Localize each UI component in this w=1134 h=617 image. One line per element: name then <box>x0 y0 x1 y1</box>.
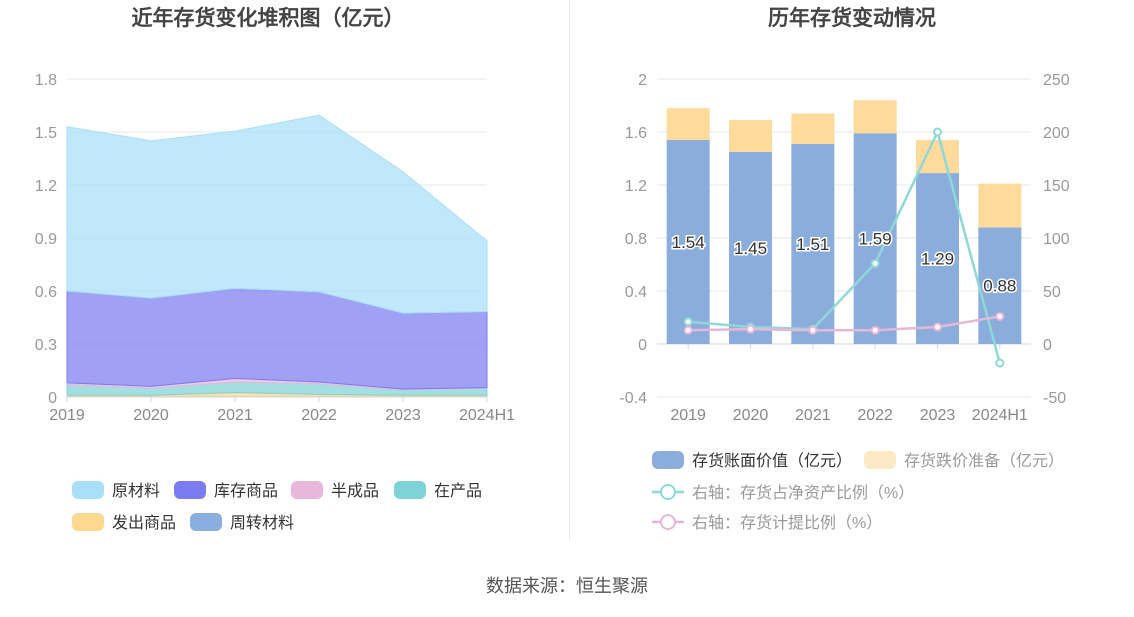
right-x-tick-label: 2023 <box>920 407 956 424</box>
bar-data-label: 1.54 <box>672 233 705 252</box>
line-point-2 <box>683 317 693 327</box>
right-legend-label: 右轴：存货占净资产比例（%） <box>692 484 914 502</box>
right-y2-tick-label: 200 <box>1043 125 1070 142</box>
bar-data-label: 1.29 <box>921 250 954 269</box>
bar-impairment-provision <box>666 108 710 140</box>
bar-data-label: 1.51 <box>796 235 829 254</box>
right-y-tick-label: -0.4 <box>619 390 647 407</box>
left-legend-swatch <box>72 481 104 499</box>
bar-impairment-provision <box>978 183 1022 228</box>
right-y-tick-label: 0 <box>638 337 647 354</box>
right-legend-label: 右轴：存货计提比例（%） <box>692 514 882 532</box>
right-y2-tick-label: 150 <box>1043 178 1070 195</box>
line-point-3 <box>808 325 818 335</box>
right-y2-tick-label: 250 <box>1043 72 1070 89</box>
bar-data-label: 0.88 <box>983 277 1016 296</box>
stacked-area-chart: 0 0.3 0.6 0.9 1.2 1.5 1.8 2019 2020 2021 2022 2023 2… <box>35 72 515 532</box>
line-series-3 <box>688 315 1001 332</box>
right-y-tick-label: 1.2 <box>625 178 647 195</box>
left-y-tick-label: 1.8 <box>35 72 57 89</box>
left-x-tick-label: 2020 <box>133 407 169 424</box>
inventory-bar-line-chart: -0.4 0 0.4 0.8 1.2 1.6 2 -50 0 50 100 150 200 250 2019… <box>619 72 1069 532</box>
right-chart-title: 历年存货变动情况 <box>768 6 936 30</box>
right-x-tick-label: 2020 <box>733 407 769 424</box>
line-point-2 <box>870 258 880 268</box>
left-legend-label: 原材料 <box>112 482 160 500</box>
right-y2-tick-label: -50 <box>1043 390 1066 407</box>
right-y-tick-label: 0.4 <box>625 284 647 301</box>
left-legend-label: 发出商品 <box>112 514 176 532</box>
data-source: 数据来源：恒生聚源 <box>486 576 648 596</box>
right-x-tick-label: 2022 <box>857 407 893 424</box>
left-chart-title: 近年存货变化堆积图（亿元） <box>132 6 405 30</box>
left-legend-swatch <box>291 481 323 499</box>
area-series-0 <box>66 114 488 314</box>
left-x-tick-label: 2023 <box>385 407 421 424</box>
left-y-tick-label: 1.5 <box>35 125 57 142</box>
line-point-2 <box>933 127 942 137</box>
right-y-tick-label: 0.8 <box>625 231 647 248</box>
right-legend-swatch <box>864 451 896 469</box>
left-y-tick-label: 0.6 <box>35 284 57 301</box>
left-y-tick-label: 0.9 <box>35 231 57 248</box>
right-legend-label: 存货账面价值（亿元） <box>692 452 852 470</box>
left-x-tick-label: 2024H1 <box>459 407 515 424</box>
right-y2-tick-label: 100 <box>1043 231 1070 248</box>
left-legend-swatch <box>190 513 222 531</box>
left-x-tick-label: 2022 <box>301 407 337 424</box>
right-legend-marker <box>660 514 676 530</box>
line-point-3 <box>995 311 1005 321</box>
bar-book-value <box>729 151 772 344</box>
bar-impairment-provision <box>853 100 897 134</box>
chart-divider <box>569 0 570 540</box>
left-legend-label: 库存商品 <box>214 482 278 500</box>
right-legend-swatch <box>652 451 684 469</box>
left-x-tick-label: 2019 <box>49 407 85 424</box>
bar-book-value <box>666 139 710 344</box>
bar-impairment-provision <box>729 120 772 152</box>
line-point-3 <box>870 325 880 335</box>
left-y-tick-label: 0 <box>48 390 57 407</box>
bar-book-value <box>978 227 1022 344</box>
right-y2-tick-label: 0 <box>1043 337 1052 354</box>
line-series-2 <box>688 128 1002 364</box>
bar-book-value <box>853 133 897 344</box>
line-point-3 <box>683 325 693 335</box>
line-point-3 <box>933 322 942 332</box>
right-x-tick-label: 2021 <box>795 407 831 424</box>
left-legend-label: 半成品 <box>331 482 379 500</box>
left-y-tick-label: 0.3 <box>35 337 57 354</box>
line-point-2 <box>995 358 1005 368</box>
left-x-tick-label: 2021 <box>217 407 253 424</box>
right-x-tick-label: 2019 <box>670 407 706 424</box>
bar-impairment-provision <box>791 113 835 144</box>
left-legend-swatch <box>174 481 206 499</box>
bar-book-value <box>791 143 835 344</box>
right-y2-tick-label: 50 <box>1043 284 1061 301</box>
right-legend-marker <box>660 484 676 500</box>
left-legend-swatch <box>394 481 426 499</box>
left-legend-label: 周转材料 <box>230 514 294 532</box>
bar-data-label: 1.59 <box>859 230 892 249</box>
bar-impairment-provision <box>916 139 959 174</box>
left-y-tick-label: 1.2 <box>35 178 57 195</box>
right-y-tick-label: 2 <box>638 72 647 89</box>
bar-book-value <box>916 173 959 344</box>
line-point-3 <box>746 324 755 334</box>
bar-data-label: 1.45 <box>734 239 767 258</box>
right-legend-label: 存货跌价准备（亿元） <box>904 452 1064 470</box>
left-legend-swatch <box>72 513 104 531</box>
right-y-tick-label: 1.6 <box>625 125 647 142</box>
right-x-tick-label: 2024H1 <box>972 407 1028 424</box>
left-legend-label: 在产品 <box>434 482 482 500</box>
